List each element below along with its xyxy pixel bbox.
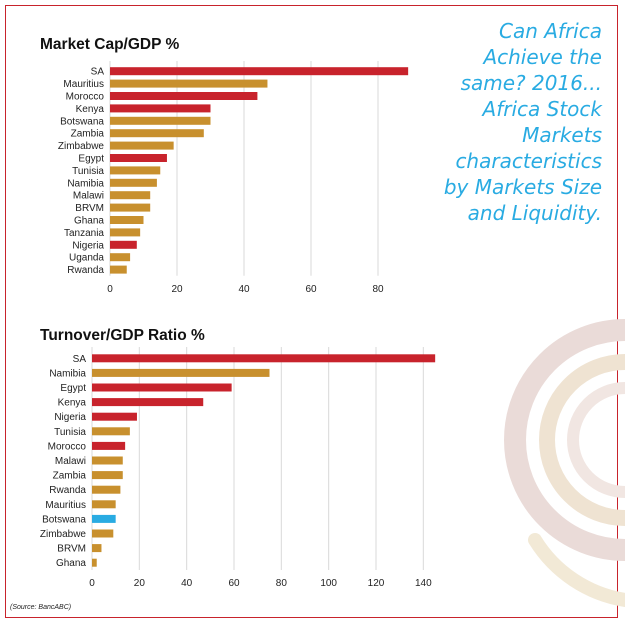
tick-label-20: 20	[171, 284, 183, 295]
page-frame	[5, 5, 618, 618]
category-label-rwanda: Rwanda	[67, 265, 104, 276]
category-label-botswana: Botswana	[60, 116, 104, 127]
category-label-egypt: Egypt	[60, 383, 86, 394]
bar-zimbabwe	[110, 141, 174, 150]
bar-sa	[110, 67, 409, 76]
tick-label-80: 80	[372, 284, 384, 295]
category-label-namibia: Namibia	[67, 178, 104, 189]
tick-label-40: 40	[181, 578, 193, 589]
bar-sa	[92, 354, 436, 363]
bar-zambia	[110, 129, 204, 138]
category-label-tunisia: Tunisia	[72, 166, 104, 177]
bar-uganda	[110, 253, 131, 262]
category-label-morocco: Morocco	[48, 441, 87, 452]
bar-malawi	[92, 456, 123, 465]
category-label-sa: SA	[73, 354, 87, 365]
bar-namibia	[110, 178, 157, 187]
bar-zambia	[92, 471, 123, 480]
bar-rwanda	[92, 485, 121, 494]
category-label-ghana: Ghana	[56, 558, 86, 569]
tick-label-100: 100	[320, 578, 337, 589]
headline-text: Can Africa Achieve the same? 2016... Afr…	[443, 19, 602, 225]
category-label-ghana: Ghana	[74, 216, 104, 227]
chart-title: Market Cap/GDP %	[40, 36, 179, 53]
tick-label-140: 140	[415, 578, 432, 589]
bar-mauritius	[92, 500, 116, 509]
category-label-rwanda: Rwanda	[49, 485, 86, 496]
category-label-egypt: Egypt	[78, 154, 104, 165]
category-label-kenya: Kenya	[58, 398, 87, 409]
category-label-zambia: Zambia	[53, 471, 87, 482]
category-label-nigeria: Nigeria	[72, 240, 104, 251]
category-label-zimbabwe: Zimbabwe	[58, 141, 105, 152]
bar-brvm	[92, 544, 102, 553]
bar-ghana	[92, 558, 97, 567]
category-label-tanzania: Tanzania	[64, 228, 104, 239]
category-label-mauritius: Mauritius	[63, 79, 104, 90]
category-label-zambia: Zambia	[71, 129, 105, 140]
tick-label-80: 80	[276, 578, 288, 589]
bar-morocco	[92, 441, 126, 450]
category-label-sa: SA	[91, 67, 105, 78]
bar-tunisia	[110, 166, 161, 175]
category-label-morocco: Morocco	[66, 92, 105, 103]
category-label-kenya: Kenya	[76, 104, 105, 115]
bar-nigeria	[92, 412, 137, 421]
tick-label-0: 0	[89, 578, 95, 589]
bar-botswana	[92, 514, 116, 523]
bar-egypt	[92, 383, 232, 392]
category-label-botswana: Botswana	[42, 514, 86, 525]
bar-morocco	[110, 92, 258, 100]
bar-rwanda	[110, 265, 127, 274]
tick-label-0: 0	[107, 284, 113, 295]
category-label-tunisia: Tunisia	[54, 427, 86, 438]
category-label-mauritius: Mauritius	[45, 500, 86, 511]
bar-botswana	[110, 116, 211, 125]
bar-nigeria	[110, 240, 137, 249]
tick-label-20: 20	[134, 578, 146, 589]
bar-tanzania	[110, 228, 141, 237]
tick-label-60: 60	[228, 578, 240, 589]
bar-brvm	[110, 203, 151, 212]
category-label-brvm: BRVM	[57, 544, 86, 555]
category-label-brvm: BRVM	[75, 203, 104, 214]
bar-namibia	[92, 368, 270, 377]
chart-title: Turnover/GDP Ratio %	[40, 327, 205, 344]
category-label-malawi: Malawi	[55, 456, 86, 467]
bar-tunisia	[92, 427, 130, 436]
category-label-malawi: Malawi	[73, 191, 104, 202]
category-label-nigeria: Nigeria	[54, 412, 86, 423]
tick-label-120: 120	[368, 578, 385, 589]
decorative-swirl-logo	[504, 319, 625, 607]
bar-malawi	[110, 191, 151, 200]
source-note: (Source: BancABC)	[10, 604, 72, 611]
bar-kenya	[110, 104, 211, 113]
category-label-zimbabwe: Zimbabwe	[40, 529, 87, 540]
tick-label-40: 40	[238, 284, 250, 295]
bar-mauritius	[110, 79, 268, 88]
category-label-uganda: Uganda	[69, 253, 104, 264]
bar-egypt	[110, 154, 167, 162]
tick-label-60: 60	[305, 284, 317, 295]
bar-ghana	[110, 216, 144, 224]
bar-zimbabwe	[92, 529, 114, 538]
bar-kenya	[92, 398, 204, 407]
category-label-namibia: Namibia	[49, 368, 86, 379]
